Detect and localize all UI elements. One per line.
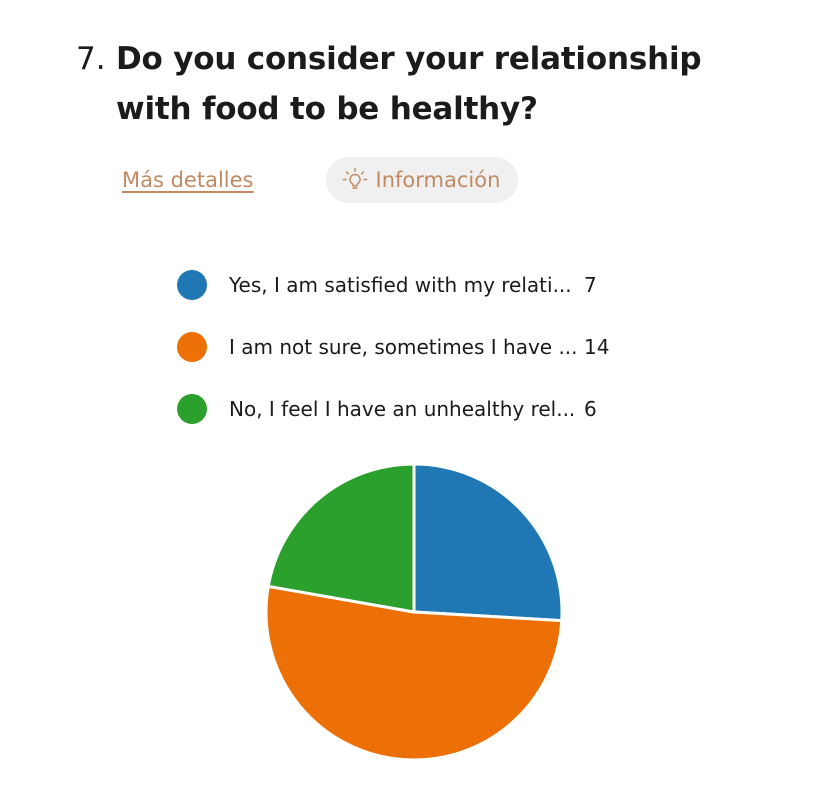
legend-count: 6 bbox=[584, 397, 597, 421]
question-number: 7. bbox=[76, 41, 106, 77]
legend-swatch bbox=[177, 332, 207, 362]
question-title: Do you consider your relationship with f… bbox=[116, 41, 702, 127]
legend-count: 7 bbox=[584, 273, 597, 297]
legend-label: No, I feel I have an unhealthy rel... bbox=[229, 397, 576, 421]
info-button[interactable]: Información bbox=[325, 157, 519, 203]
legend-item: I am not sure, sometimes I have ... 14 bbox=[177, 328, 624, 366]
pie-slice-1[interactable] bbox=[264, 584, 564, 762]
pie-slice-2[interactable] bbox=[266, 462, 416, 614]
pie-slice-0[interactable] bbox=[412, 462, 564, 623]
lightbulb-icon bbox=[342, 167, 367, 189]
question-actions: Más detalles Información bbox=[122, 157, 519, 203]
question-header: 7. Do you consider your relationship wit… bbox=[76, 34, 776, 134]
pie-chart bbox=[264, 462, 564, 762]
more-details-link[interactable]: Más detalles bbox=[122, 168, 254, 192]
legend-swatch bbox=[177, 394, 207, 424]
legend-item: No, I feel I have an unhealthy rel... 6 bbox=[177, 390, 624, 428]
legend-label: I am not sure, sometimes I have ... bbox=[229, 335, 578, 359]
info-label: Información bbox=[375, 168, 501, 192]
legend-label: Yes, I am satisfied with my relati... bbox=[229, 273, 572, 297]
legend-item: Yes, I am satisfied with my relati... 7 bbox=[177, 266, 624, 304]
legend-count: 14 bbox=[584, 335, 610, 359]
chart-legend: Yes, I am satisfied with my relati... 7 … bbox=[177, 266, 624, 452]
legend-swatch bbox=[177, 270, 207, 300]
